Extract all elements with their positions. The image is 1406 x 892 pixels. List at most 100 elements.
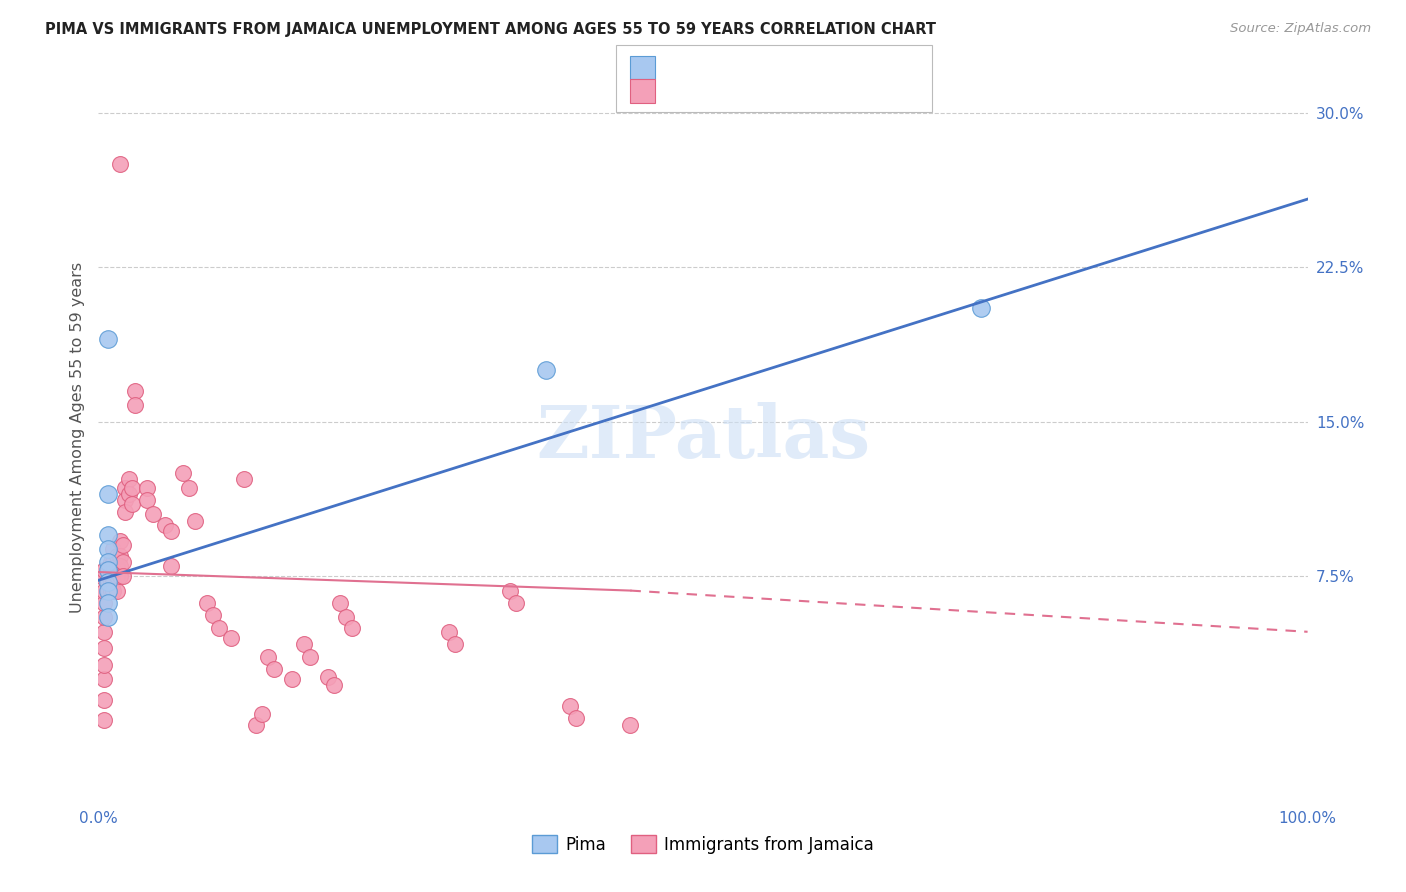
Text: N =: N = bbox=[766, 82, 814, 100]
Point bbox=[184, 514, 207, 528]
Point bbox=[444, 637, 467, 651]
Point bbox=[195, 596, 218, 610]
Point bbox=[97, 583, 120, 598]
Point bbox=[105, 549, 128, 563]
Point bbox=[970, 301, 993, 316]
Point bbox=[114, 481, 136, 495]
Point bbox=[329, 596, 352, 610]
Point bbox=[93, 657, 115, 672]
Point bbox=[97, 596, 120, 610]
Point bbox=[124, 398, 146, 412]
Point bbox=[299, 649, 322, 664]
Point bbox=[108, 569, 131, 583]
Text: R =: R = bbox=[666, 59, 703, 77]
Point bbox=[97, 528, 120, 542]
Point bbox=[565, 711, 588, 725]
Point bbox=[101, 565, 124, 579]
Text: -0.046: -0.046 bbox=[709, 82, 768, 100]
Point bbox=[100, 575, 122, 590]
Point bbox=[97, 610, 120, 624]
Point bbox=[250, 707, 273, 722]
Point bbox=[619, 717, 641, 731]
Text: PIMA VS IMMIGRANTS FROM JAMAICA UNEMPLOYMENT AMONG AGES 55 TO 59 YEARS CORRELATI: PIMA VS IMMIGRANTS FROM JAMAICA UNEMPLOY… bbox=[45, 22, 936, 37]
Text: 79: 79 bbox=[804, 82, 828, 100]
Point bbox=[108, 549, 131, 563]
Point bbox=[111, 538, 134, 552]
Point bbox=[108, 558, 131, 573]
Point bbox=[124, 384, 146, 398]
Point bbox=[160, 524, 183, 538]
Point bbox=[101, 542, 124, 557]
Point bbox=[221, 631, 243, 645]
Point bbox=[97, 542, 120, 557]
Point bbox=[232, 472, 254, 486]
Y-axis label: Unemployment Among Ages 55 to 59 years: Unemployment Among Ages 55 to 59 years bbox=[69, 261, 84, 613]
Point bbox=[114, 505, 136, 519]
Point bbox=[534, 363, 557, 377]
Point bbox=[172, 466, 194, 480]
Point bbox=[93, 583, 115, 598]
Point bbox=[135, 481, 157, 495]
Point bbox=[121, 481, 143, 495]
Point bbox=[263, 662, 285, 676]
Point bbox=[118, 487, 141, 501]
Point bbox=[245, 717, 267, 731]
Point bbox=[93, 641, 115, 656]
Point bbox=[153, 517, 176, 532]
Point bbox=[97, 574, 120, 588]
Point bbox=[93, 596, 115, 610]
Point bbox=[100, 565, 122, 579]
Point bbox=[498, 583, 520, 598]
Point bbox=[93, 714, 115, 728]
Point bbox=[97, 563, 120, 577]
Point bbox=[179, 481, 201, 495]
Point bbox=[97, 487, 120, 501]
Point bbox=[142, 508, 165, 522]
Point bbox=[93, 610, 115, 624]
Point bbox=[105, 558, 128, 573]
Text: Source: ZipAtlas.com: Source: ZipAtlas.com bbox=[1230, 22, 1371, 36]
Point bbox=[114, 492, 136, 507]
Point bbox=[105, 569, 128, 583]
Point bbox=[202, 608, 225, 623]
Text: 12: 12 bbox=[804, 59, 827, 77]
Point bbox=[292, 637, 315, 651]
Point bbox=[208, 621, 231, 635]
Point bbox=[256, 649, 278, 664]
Text: N =: N = bbox=[766, 59, 814, 77]
Point bbox=[108, 157, 131, 171]
Point bbox=[93, 571, 115, 585]
Point bbox=[93, 672, 115, 686]
Point bbox=[100, 583, 122, 598]
Point bbox=[558, 698, 581, 713]
Legend: Pima, Immigrants from Jamaica: Pima, Immigrants from Jamaica bbox=[526, 829, 880, 860]
Point bbox=[323, 678, 346, 692]
Text: 0.679: 0.679 bbox=[709, 59, 768, 77]
Point bbox=[97, 332, 120, 346]
Point bbox=[97, 555, 120, 569]
Point bbox=[342, 621, 364, 635]
Point bbox=[97, 583, 120, 598]
Text: ZIPatlas: ZIPatlas bbox=[536, 401, 870, 473]
Text: R =: R = bbox=[666, 82, 703, 100]
Point bbox=[121, 497, 143, 511]
Point bbox=[118, 472, 141, 486]
Point bbox=[111, 555, 134, 569]
Point bbox=[316, 670, 339, 684]
Point bbox=[101, 555, 124, 569]
Point bbox=[97, 575, 120, 590]
Point bbox=[101, 583, 124, 598]
Point bbox=[111, 569, 134, 583]
Point bbox=[108, 534, 131, 549]
Point bbox=[437, 624, 460, 639]
Point bbox=[101, 575, 124, 590]
Point bbox=[160, 558, 183, 573]
Point bbox=[93, 693, 115, 707]
Point bbox=[105, 583, 128, 598]
Point bbox=[281, 672, 304, 686]
Point bbox=[505, 596, 527, 610]
Point bbox=[100, 555, 122, 569]
Point bbox=[135, 492, 157, 507]
Point bbox=[93, 563, 115, 577]
Point bbox=[93, 624, 115, 639]
